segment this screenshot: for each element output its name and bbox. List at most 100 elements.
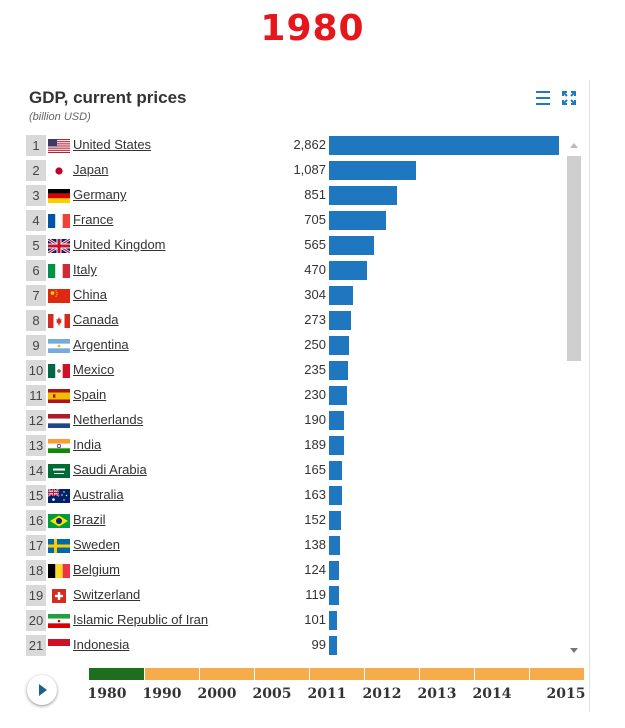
country-link[interactable]: Belgium	[73, 562, 120, 577]
bar	[329, 186, 397, 205]
timeline-segment[interactable]	[419, 668, 474, 680]
timeline-year-label[interactable]: 1980	[87, 686, 127, 702]
timeline-segment[interactable]	[144, 668, 199, 680]
country-link[interactable]: Argentina	[73, 337, 129, 352]
rank-label: 12	[26, 410, 46, 431]
value-label: 163	[304, 487, 326, 502]
country-link[interactable]: Switzerland	[73, 587, 141, 602]
timeline-year-label[interactable]: 2013	[417, 686, 457, 702]
timeline-year-label[interactable]: 1990	[142, 686, 182, 702]
bar	[329, 436, 344, 455]
bar	[329, 611, 337, 630]
table-row: 12 Netherlands 190	[24, 409, 564, 432]
rank-label: 4	[26, 210, 46, 231]
value-label: 250	[304, 337, 326, 352]
rank-label: 9	[26, 335, 46, 356]
country-link[interactable]: Spain	[73, 387, 107, 402]
scroll-up-icon[interactable]	[570, 143, 578, 148]
bar	[329, 136, 559, 155]
country-link[interactable]: United States	[73, 137, 152, 152]
gb-flag-icon	[47, 237, 71, 255]
bar	[329, 286, 353, 305]
country-link[interactable]: Japan	[73, 162, 109, 177]
country-link[interactable]: Italy	[73, 262, 97, 277]
menu-icon[interactable]	[536, 91, 550, 105]
bar	[329, 336, 349, 355]
country-link[interactable]: Saudi Arabia	[73, 462, 147, 477]
timeline-segment[interactable]	[529, 668, 584, 680]
ar-flag-icon	[48, 339, 70, 353]
country-link[interactable]: China	[73, 287, 107, 302]
table-row: 19 Switzerland 119	[24, 584, 564, 607]
ca-flag-icon	[48, 314, 70, 328]
bar	[329, 511, 341, 530]
value-label: 235	[304, 362, 326, 377]
de-flag-icon	[48, 189, 70, 203]
table-row: 1 United States 2,862	[24, 134, 564, 157]
ch-flag-icon	[48, 589, 70, 603]
country-link[interactable]: Germany	[73, 187, 127, 202]
in-flag-icon	[48, 439, 70, 453]
scroll-down-icon[interactable]	[570, 648, 578, 653]
timeline-year-label[interactable]: 2015	[546, 686, 586, 702]
timeline-segment[interactable]	[474, 668, 529, 680]
bar	[329, 586, 339, 605]
au-flag-icon	[47, 488, 70, 503]
value-label: 565	[304, 237, 326, 252]
table-row: 5 United Kingdom 565	[24, 234, 564, 257]
rank-label: 15	[26, 485, 46, 506]
table-row: 20 Islamic Republic of Iran 101	[24, 609, 564, 632]
country-link[interactable]: France	[73, 212, 114, 227]
bar	[329, 461, 342, 480]
table-row: 16 Brazil 152	[24, 509, 564, 532]
timeline-year-label[interactable]: 2005	[252, 686, 292, 702]
rank-label: 14	[26, 460, 46, 481]
chart-panel: GDP, current prices (billion USD) 1 Unite…	[24, 80, 590, 712]
bar	[329, 361, 348, 380]
timeline-segment[interactable]	[309, 668, 364, 680]
rank-label: 20	[26, 610, 46, 631]
timeline-segment[interactable]	[254, 668, 309, 680]
rank-label: 1	[26, 135, 46, 156]
table-row: 9 Argentina 250	[24, 334, 564, 357]
expand-icon[interactable]	[561, 90, 577, 106]
timeline-segment[interactable]	[89, 668, 144, 680]
timeline-track[interactable]	[89, 668, 584, 680]
country-link[interactable]: Brazil	[73, 512, 106, 527]
country-link[interactable]: India	[73, 437, 102, 452]
value-label: 152	[304, 512, 326, 527]
bar	[329, 536, 340, 555]
timeline: 1980 1990 2000 2005 2011 2012 2013 2014 2015	[24, 666, 589, 712]
timeline-year-label[interactable]: 2000	[197, 686, 237, 702]
country-link[interactable]: Islamic Republic of Iran	[73, 612, 209, 627]
country-link[interactable]: Sweden	[73, 537, 120, 552]
country-link[interactable]: Canada	[73, 312, 119, 327]
country-link[interactable]: United Kingdom	[73, 237, 166, 252]
table-row: 8 Canada 273	[24, 309, 564, 332]
us-flag-icon	[48, 139, 70, 153]
country-link[interactable]: Netherlands	[73, 412, 144, 427]
bar	[329, 486, 342, 505]
rank-label: 18	[26, 560, 46, 581]
timeline-year-label[interactable]: 2011	[307, 686, 347, 702]
country-link[interactable]: Australia	[73, 487, 124, 502]
scroll-thumb[interactable]	[567, 156, 581, 361]
timeline-year-label[interactable]: 2014	[472, 686, 512, 702]
value-label: 189	[304, 437, 326, 452]
rank-label: 16	[26, 510, 46, 531]
timeline-segment[interactable]	[199, 668, 254, 680]
nl-flag-icon	[48, 414, 70, 428]
bar	[329, 561, 339, 580]
bar	[329, 261, 367, 280]
country-link[interactable]: Mexico	[73, 362, 115, 377]
timeline-segment[interactable]	[364, 668, 419, 680]
country-link[interactable]: Indonesia	[73, 637, 130, 652]
table-row: 6 Italy 470	[24, 259, 564, 282]
play-button[interactable]	[27, 675, 57, 705]
value-label: 1,087	[293, 162, 326, 177]
timeline-year-label[interactable]: 2012	[362, 686, 402, 702]
scrollbar[interactable]	[565, 134, 583, 664]
value-label: 124	[304, 562, 326, 577]
value-label: 230	[304, 387, 326, 402]
table-row: 2 Japan 1,087	[24, 159, 564, 182]
